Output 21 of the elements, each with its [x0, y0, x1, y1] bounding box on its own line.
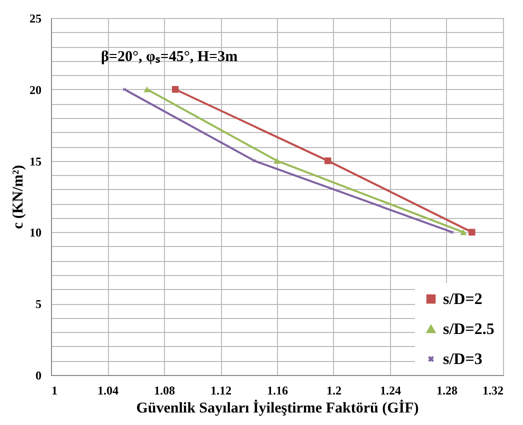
y-axis-title: c (KN/m²) — [10, 164, 26, 230]
x-tick-label: 1.04 — [98, 384, 118, 398]
x-tick-label: 1.24 — [380, 384, 401, 398]
y-tick-label: 0 — [36, 368, 42, 382]
x-tick-label: 1.28 — [436, 384, 458, 398]
x-tick-label: 1 — [52, 384, 58, 398]
y-tick-label: 25 — [30, 12, 42, 26]
y-tick-label: 5 — [36, 297, 42, 312]
annotation: β=20°, φₛ=45°, H=3m — [101, 49, 238, 65]
x-tick-label: 1.12 — [210, 384, 232, 398]
legend-label: s/D=2 — [443, 291, 482, 308]
y-tick-label: 20 — [30, 82, 42, 97]
x-axis-title: Güvenlik Sayıları İyileştirme Faktörü (GİF) — [136, 400, 419, 416]
legend-label: s/D=3 — [443, 351, 482, 368]
x-tick-label: 1.08 — [154, 384, 175, 398]
y-tick-label: 15 — [30, 154, 42, 168]
x-tick-label: 1.2 — [326, 384, 342, 398]
x-tick-label: 1.16 — [267, 384, 288, 398]
y-tick-label: 10 — [30, 226, 42, 240]
x-tick-label: 1.32 — [482, 384, 504, 398]
legend-label: s/D=2.5 — [443, 321, 494, 338]
